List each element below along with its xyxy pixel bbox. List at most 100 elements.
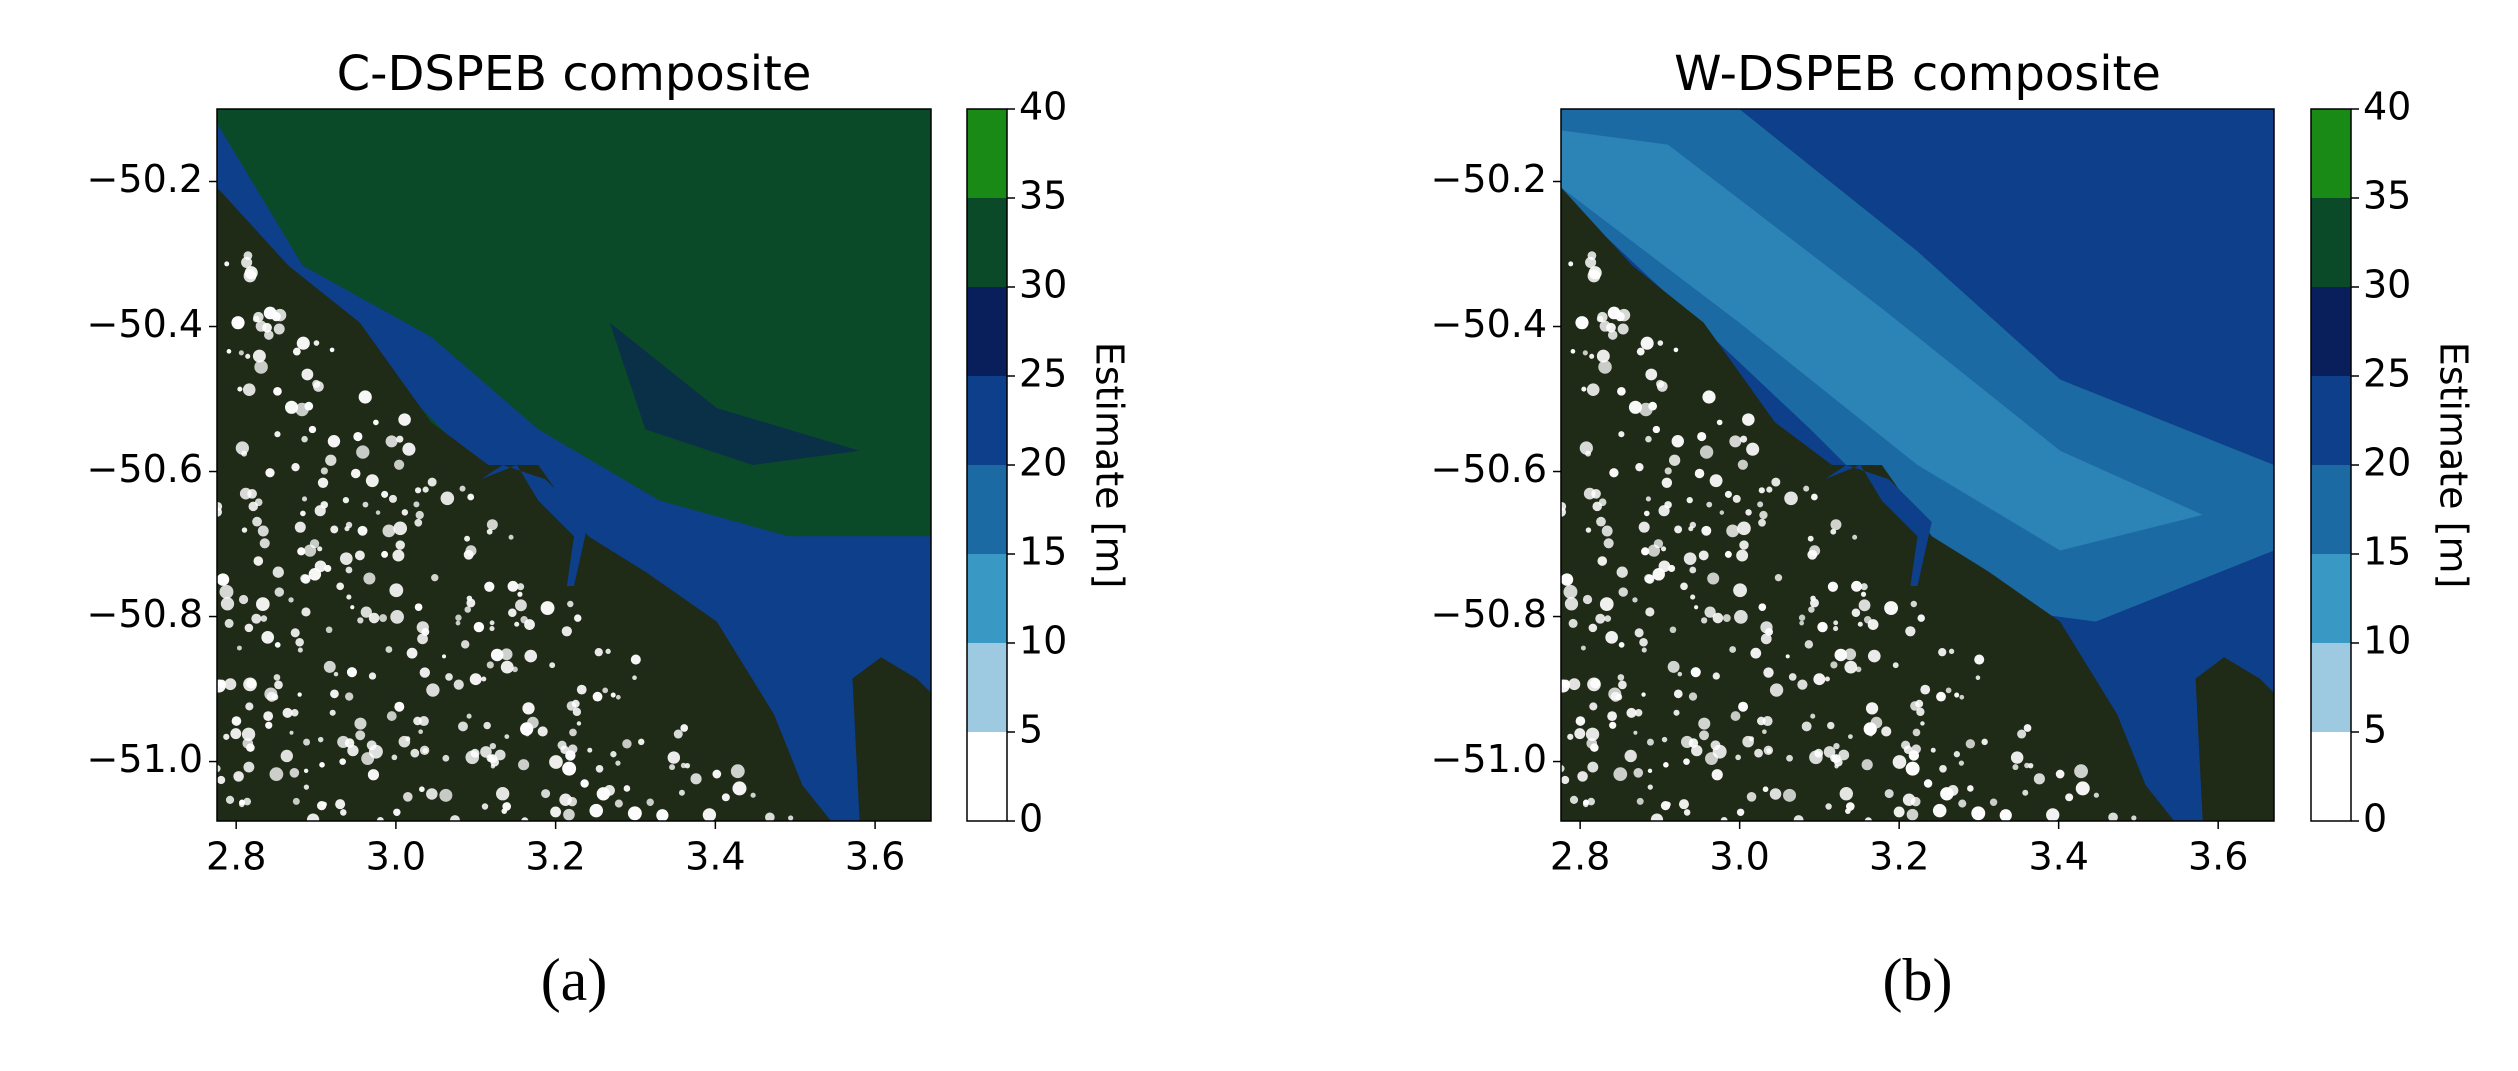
cloud: [274, 642, 281, 648]
cloud: [1868, 732, 1873, 737]
cloud: [1639, 402, 1653, 417]
cloud: [1769, 683, 1784, 697]
cloud: [1833, 620, 1839, 626]
cloud: [354, 717, 367, 730]
cloud: [2028, 762, 2034, 769]
cloud: [336, 582, 344, 591]
cloud: [1766, 486, 1773, 493]
y-tick-label: −50.4: [1431, 302, 1547, 346]
cloud: [347, 744, 359, 757]
cloud: [297, 547, 306, 556]
cloud: [1589, 353, 1595, 359]
cloud: [750, 792, 756, 798]
cloud: [439, 788, 453, 802]
cloud: [2012, 764, 2019, 771]
x-tick-label: 3.0: [366, 835, 426, 879]
cloud: [254, 498, 263, 507]
land: [2195, 657, 2274, 821]
cloud: [489, 742, 497, 750]
cloud: [1569, 795, 1579, 804]
cloud: [317, 546, 323, 552]
cloud: [1606, 322, 1616, 333]
cloud: [262, 322, 272, 333]
cloud: [1838, 749, 1850, 761]
y-tick-label: −50.2: [87, 157, 203, 201]
cloud: [1634, 708, 1643, 717]
cloud: [1722, 614, 1731, 622]
cloud: [1575, 716, 1586, 726]
colorbar-tick-label: 40: [2363, 85, 2411, 129]
cloud: [1734, 610, 1748, 624]
cloud: [592, 691, 603, 702]
colorbar-segment: [2311, 643, 2351, 732]
cloud: [630, 654, 641, 665]
cloud: [274, 680, 283, 690]
cloud: [225, 795, 235, 804]
cloud: [394, 701, 405, 712]
cloud: [406, 647, 418, 659]
cloud: [1574, 728, 1586, 740]
cloud: [1932, 803, 1947, 818]
cloud: [525, 732, 530, 737]
cloud: [680, 762, 687, 769]
cloud: [637, 738, 645, 746]
cloud: [465, 545, 477, 557]
cloud: [1561, 764, 1565, 773]
cloud: [1618, 431, 1625, 438]
colorbar-segment: [967, 287, 1007, 376]
colorbar-segment: [2311, 732, 2351, 821]
cloud: [1730, 711, 1741, 721]
cloud: [1709, 474, 1723, 488]
cloud: [571, 699, 580, 708]
cloud: [1561, 679, 1571, 689]
cloud: [1667, 660, 1680, 673]
cloud: [314, 560, 327, 573]
cloud: [1561, 573, 1574, 586]
cloud: [260, 615, 268, 622]
cloud: [458, 721, 468, 732]
cloud: [1641, 692, 1646, 697]
cloud: [1786, 754, 1793, 762]
cloud: [231, 716, 242, 726]
cloud: [1750, 647, 1762, 659]
cloud: [623, 785, 631, 792]
cloud: [1851, 608, 1861, 618]
cloud: [1669, 626, 1677, 634]
cloud: [1940, 787, 1954, 801]
cloud: [301, 435, 308, 443]
cloud: [1698, 550, 1709, 561]
cloud: [388, 494, 397, 503]
cloud: [1638, 521, 1650, 533]
cloud: [1581, 386, 1587, 392]
cloud: [1633, 730, 1638, 735]
colorbar-segment: [2311, 376, 2351, 465]
cloud: [507, 580, 519, 592]
cloud: [500, 648, 513, 661]
cloud: [1911, 744, 1921, 754]
cloud: [401, 509, 409, 516]
cloud: [1808, 606, 1815, 613]
cloud: [274, 587, 285, 597]
cloud: [732, 781, 747, 796]
cloud: [1732, 494, 1741, 503]
cloud: [1965, 739, 1976, 749]
cloud: [1758, 518, 1766, 527]
y-tick-label: −50.6: [1431, 447, 1547, 491]
cloud: [1710, 740, 1721, 751]
cloud: [1774, 573, 1783, 582]
cloud: [431, 573, 439, 582]
cloud: [480, 746, 492, 758]
cloud: [303, 738, 311, 746]
cloud: [1589, 702, 1598, 711]
colorbar-tick-label: 30: [1019, 263, 1067, 307]
land: [217, 187, 832, 821]
cloud: [1660, 800, 1671, 811]
cloud: [217, 573, 230, 586]
cloud: [362, 501, 369, 508]
cloud: [1884, 789, 1894, 799]
cloud: [1564, 597, 1579, 611]
cloud: [367, 769, 380, 781]
cloud: [1729, 646, 1737, 653]
colorbar-label: Estimate [m]: [1088, 342, 1132, 589]
